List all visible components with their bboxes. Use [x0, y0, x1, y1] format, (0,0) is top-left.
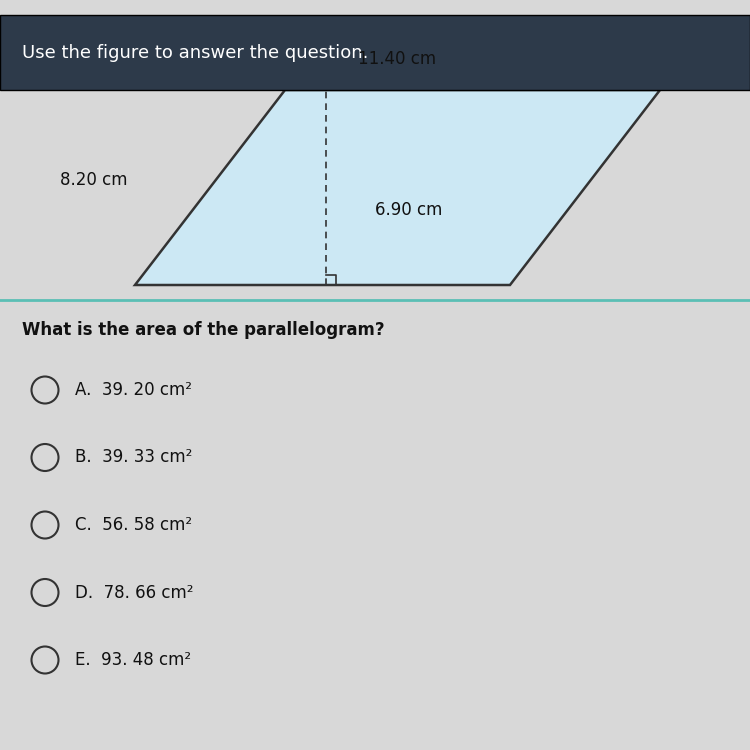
Text: 11.40 cm: 11.40 cm — [358, 50, 436, 68]
Text: A.  39. 20 cm²: A. 39. 20 cm² — [75, 381, 192, 399]
Polygon shape — [135, 90, 660, 285]
Text: B.  39. 33 cm²: B. 39. 33 cm² — [75, 448, 192, 466]
Text: What is the area of the parallelogram?: What is the area of the parallelogram? — [22, 321, 386, 339]
Text: 8.20 cm: 8.20 cm — [60, 171, 128, 189]
Text: C.  56. 58 cm²: C. 56. 58 cm² — [75, 516, 192, 534]
Text: Use the figure to answer the question.: Use the figure to answer the question. — [22, 44, 369, 62]
Text: D.  78. 66 cm²: D. 78. 66 cm² — [75, 584, 194, 602]
FancyBboxPatch shape — [0, 15, 750, 90]
Text: 6.90 cm: 6.90 cm — [375, 201, 442, 219]
Text: E.  93. 48 cm²: E. 93. 48 cm² — [75, 651, 191, 669]
